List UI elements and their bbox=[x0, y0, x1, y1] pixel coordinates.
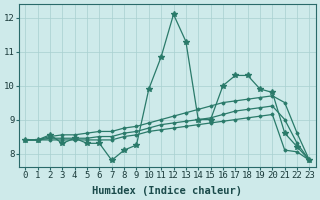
X-axis label: Humidex (Indice chaleur): Humidex (Indice chaleur) bbox=[92, 186, 242, 196]
